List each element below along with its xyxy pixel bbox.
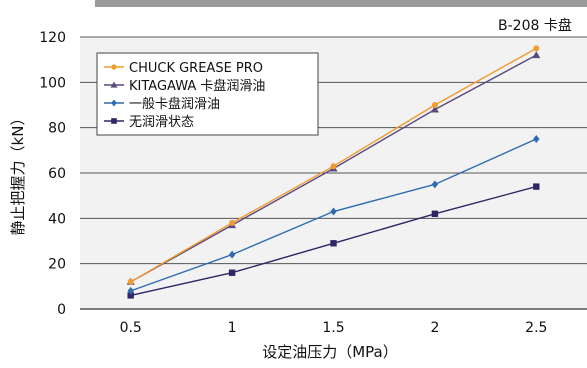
data-point (229, 219, 236, 226)
series-diamond (127, 135, 540, 295)
top-bar (95, 0, 587, 7)
y-tick-label: 20 (48, 257, 66, 273)
series-square (127, 183, 540, 299)
legend-swatch-marker (111, 64, 117, 70)
data-point (330, 207, 337, 216)
data-point (127, 278, 134, 285)
series-group (126, 45, 541, 299)
x-tick-label: 2.5 (525, 320, 547, 336)
x-axis: 0.5 1 1.5 2 2.5 (80, 308, 587, 336)
data-point (431, 210, 439, 217)
legend-swatch-marker (111, 99, 117, 107)
legend-label: 一般卡盘润滑油 (129, 96, 220, 112)
data-point (431, 180, 439, 189)
x-tick-label: 1 (228, 320, 237, 336)
data-point (228, 250, 236, 259)
y-tick-label: 40 (48, 211, 66, 227)
data-point (127, 286, 134, 295)
legend-swatch-marker (111, 118, 117, 124)
data-point (533, 135, 540, 143)
y-tick-label: 60 (48, 166, 66, 182)
data-point (532, 51, 541, 59)
data-point (228, 269, 236, 276)
data-point (430, 105, 439, 113)
y-tick-label: 100 (39, 75, 66, 91)
x-tick-label: 0.5 (120, 320, 142, 336)
y-tick-label: 80 (48, 121, 66, 137)
corner-label: B-208 卡盘 (498, 17, 572, 34)
y-tick-label: 0 (57, 302, 66, 318)
data-point (330, 240, 337, 247)
y-axis-title: 静止把握力（kN） (9, 111, 27, 236)
x-axis-title: 设定油压力（MPa） (262, 343, 398, 361)
x-tick-label: 2 (430, 320, 439, 336)
y-tick-label: 120 (39, 30, 66, 46)
data-point (431, 102, 438, 108)
data-point (533, 45, 540, 52)
legend-label: 无润滑状态 (129, 115, 194, 130)
data-point (330, 163, 337, 170)
legend: CHUCK GREASE PRO KITAGAWA 卡盘润滑油一般卡盘润滑油无润滑… (96, 52, 319, 136)
legend-label: KITAGAWA 卡盘润滑油 (129, 78, 265, 94)
legend-label: CHUCK GREASE PRO (129, 61, 263, 76)
legend-box (96, 52, 319, 136)
series-circle (127, 45, 540, 285)
x-tick-label: 1.5 (322, 320, 344, 336)
legend-swatch-marker (110, 81, 118, 88)
data-point (533, 183, 540, 190)
y-axis: 0 20 40 60 80 100 120 (39, 30, 66, 318)
data-point (127, 292, 134, 299)
